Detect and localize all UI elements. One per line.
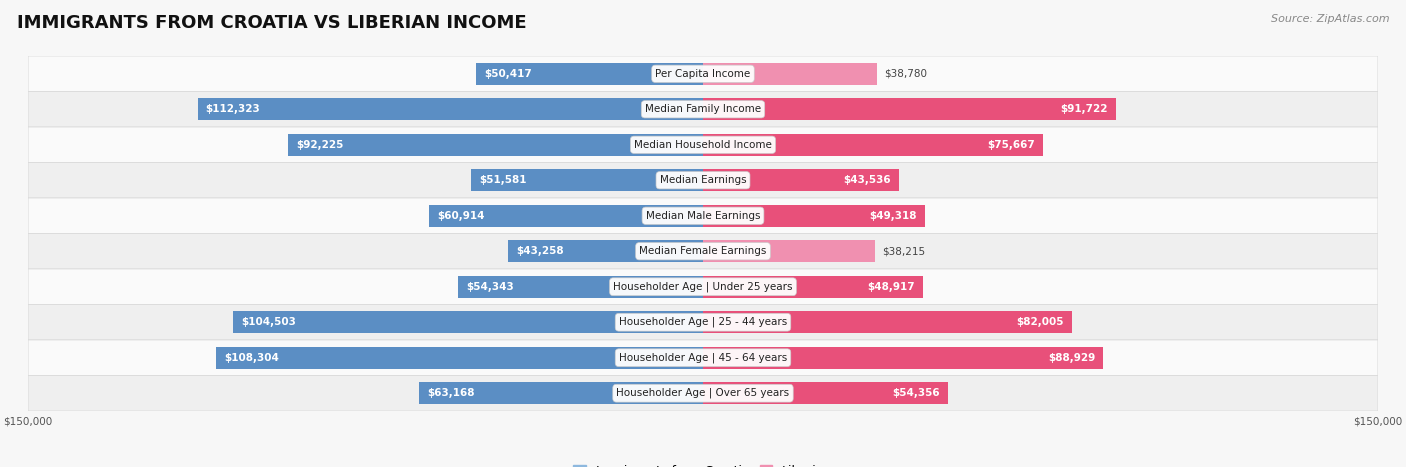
Bar <box>703 240 875 262</box>
Bar <box>703 134 1043 156</box>
Text: $63,168: $63,168 <box>427 388 474 398</box>
FancyBboxPatch shape <box>28 198 1378 234</box>
Text: IMMIGRANTS FROM CROATIA VS LIBERIAN INCOME: IMMIGRANTS FROM CROATIA VS LIBERIAN INCO… <box>17 14 526 32</box>
FancyBboxPatch shape <box>28 375 1378 411</box>
FancyBboxPatch shape <box>28 304 1378 340</box>
Bar <box>458 276 703 298</box>
Bar <box>703 63 877 85</box>
Bar <box>429 205 703 227</box>
Text: $92,225: $92,225 <box>297 140 343 150</box>
Text: $54,343: $54,343 <box>467 282 515 292</box>
Text: $54,356: $54,356 <box>891 388 939 398</box>
FancyBboxPatch shape <box>28 340 1378 375</box>
Text: $112,323: $112,323 <box>205 104 260 114</box>
Text: Median Family Income: Median Family Income <box>645 104 761 114</box>
Text: $49,318: $49,318 <box>869 211 917 221</box>
Bar <box>471 169 703 191</box>
Text: $51,581: $51,581 <box>479 175 526 185</box>
Text: Source: ZipAtlas.com: Source: ZipAtlas.com <box>1271 14 1389 24</box>
Text: Median Earnings: Median Earnings <box>659 175 747 185</box>
Bar <box>233 311 703 333</box>
Text: Median Male Earnings: Median Male Earnings <box>645 211 761 221</box>
FancyBboxPatch shape <box>28 163 1378 198</box>
Bar <box>198 98 703 120</box>
Bar <box>703 311 1071 333</box>
Bar <box>703 169 898 191</box>
Text: $60,914: $60,914 <box>437 211 485 221</box>
Text: $50,417: $50,417 <box>484 69 531 79</box>
Bar <box>509 240 703 262</box>
Text: Householder Age | 45 - 64 years: Householder Age | 45 - 64 years <box>619 353 787 363</box>
Legend: Immigrants from Croatia, Liberian: Immigrants from Croatia, Liberian <box>568 460 838 467</box>
Text: Median Household Income: Median Household Income <box>634 140 772 150</box>
Text: $38,780: $38,780 <box>884 69 927 79</box>
Bar <box>477 63 703 85</box>
Text: Median Female Earnings: Median Female Earnings <box>640 246 766 256</box>
FancyBboxPatch shape <box>28 92 1378 127</box>
Text: Householder Age | Under 25 years: Householder Age | Under 25 years <box>613 282 793 292</box>
Text: $75,667: $75,667 <box>987 140 1035 150</box>
FancyBboxPatch shape <box>28 56 1378 92</box>
Text: $88,929: $88,929 <box>1047 353 1095 363</box>
Text: $43,258: $43,258 <box>516 246 564 256</box>
Text: $48,917: $48,917 <box>868 282 915 292</box>
Text: $108,304: $108,304 <box>224 353 278 363</box>
Text: Householder Age | Over 65 years: Householder Age | Over 65 years <box>616 388 790 398</box>
Bar <box>703 347 1104 369</box>
Text: $82,005: $82,005 <box>1017 317 1064 327</box>
Bar <box>703 205 925 227</box>
Text: $104,503: $104,503 <box>240 317 295 327</box>
Text: Householder Age | 25 - 44 years: Householder Age | 25 - 44 years <box>619 317 787 327</box>
FancyBboxPatch shape <box>28 234 1378 269</box>
Bar <box>703 98 1116 120</box>
Bar <box>419 382 703 404</box>
Text: $91,722: $91,722 <box>1060 104 1108 114</box>
Text: Per Capita Income: Per Capita Income <box>655 69 751 79</box>
Bar <box>215 347 703 369</box>
Text: $38,215: $38,215 <box>882 246 925 256</box>
Bar <box>703 382 948 404</box>
Bar <box>703 276 924 298</box>
FancyBboxPatch shape <box>28 127 1378 163</box>
Bar <box>288 134 703 156</box>
Text: $43,536: $43,536 <box>844 175 891 185</box>
FancyBboxPatch shape <box>28 269 1378 304</box>
